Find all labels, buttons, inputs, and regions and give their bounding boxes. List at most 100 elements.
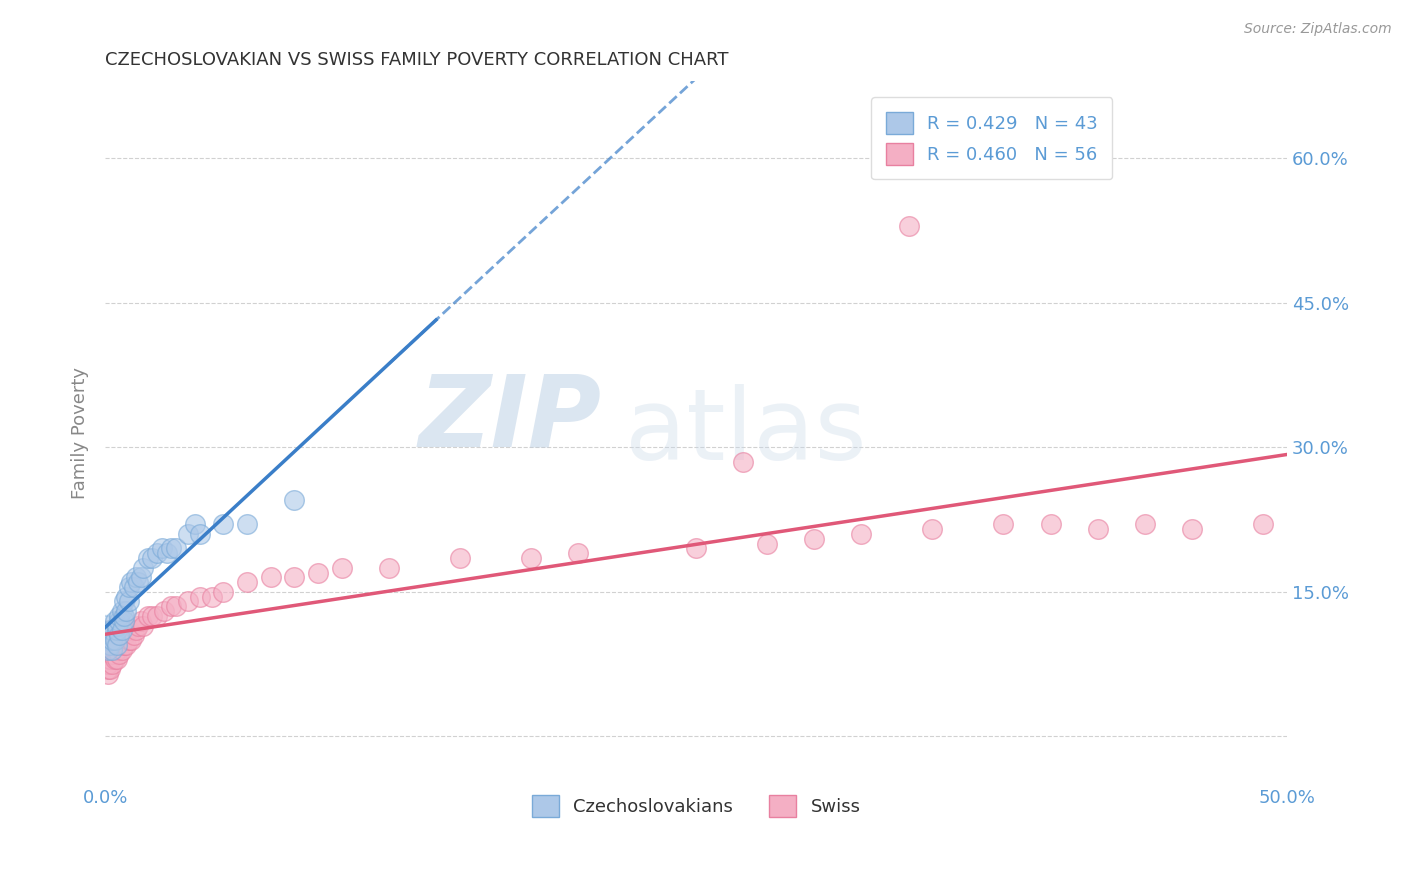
Point (97, 642, 120, 657)
Point (105, 638, 128, 652)
Point (177, 527, 200, 541)
Point (136, 551, 159, 566)
Point (111, 632, 134, 647)
Point (98, 638, 121, 652)
Point (200, 590, 222, 604)
Point (146, 608, 169, 623)
Point (112, 628, 135, 642)
Text: CZECHOSLOVAKIAN VS SWISS FAMILY POVERTY CORRELATION CHART: CZECHOSLOVAKIAN VS SWISS FAMILY POVERTY … (105, 51, 728, 69)
Legend: Czechoslovakians, Swiss: Czechoslovakians, Swiss (524, 789, 868, 824)
Point (118, 632, 141, 647)
Point (449, 551, 471, 566)
Point (104, 614, 127, 628)
Point (120, 575, 142, 590)
Point (97, 666, 120, 681)
Text: Source: ZipAtlas.com: Source: ZipAtlas.com (1244, 22, 1392, 37)
Point (118, 594, 141, 608)
Point (685, 541, 707, 556)
Point (851, 527, 873, 541)
Point (101, 632, 124, 647)
Point (105, 652, 128, 666)
Point (165, 599, 187, 614)
Point (283, 570, 305, 584)
Point (112, 638, 135, 652)
Point (97, 657, 120, 671)
Point (115, 604, 138, 618)
Point (1087, 522, 1109, 536)
Point (1133, 517, 1156, 532)
Point (108, 648, 131, 662)
Point (125, 570, 148, 584)
Point (94, 628, 117, 642)
Point (236, 575, 259, 590)
Point (97, 632, 120, 647)
Point (104, 632, 127, 647)
Y-axis label: Family Poverty: Family Poverty (72, 367, 89, 499)
Point (212, 584, 235, 599)
Point (129, 614, 152, 628)
Text: atlas: atlas (626, 384, 866, 482)
Point (921, 522, 943, 536)
Point (112, 608, 135, 623)
Point (165, 541, 187, 556)
Point (160, 599, 183, 614)
Point (567, 546, 589, 560)
Point (108, 638, 131, 652)
Point (98, 624, 121, 638)
Point (112, 594, 135, 608)
Point (259, 570, 281, 584)
Point (108, 608, 131, 623)
Point (141, 608, 163, 623)
Point (307, 566, 329, 580)
Point (803, 532, 825, 546)
Point (153, 604, 176, 618)
Point (101, 642, 124, 657)
Point (105, 618, 128, 632)
Point (105, 624, 128, 638)
Point (98, 662, 121, 676)
Point (94, 638, 117, 652)
Point (136, 608, 159, 623)
Point (98, 652, 121, 666)
Point (330, 560, 353, 574)
Point (111, 604, 134, 618)
Point (127, 575, 149, 590)
Point (97, 662, 120, 676)
Point (755, 536, 778, 550)
Point (104, 642, 127, 657)
Point (125, 624, 148, 638)
Point (122, 580, 145, 594)
Point (105, 642, 128, 657)
Point (1181, 522, 1204, 536)
Point (132, 618, 155, 632)
Point (184, 517, 207, 532)
Point (111, 624, 134, 638)
Point (115, 638, 138, 652)
Point (118, 624, 141, 638)
Point (188, 527, 211, 541)
Point (1039, 517, 1062, 532)
Point (150, 541, 173, 556)
Point (160, 541, 183, 556)
Point (101, 657, 124, 671)
Point (108, 628, 131, 642)
Point (177, 594, 200, 608)
Point (156, 546, 179, 560)
Point (111, 642, 134, 657)
Point (993, 517, 1015, 532)
Point (118, 580, 141, 594)
Point (132, 560, 155, 574)
Point (108, 614, 131, 628)
Point (283, 493, 305, 508)
Point (212, 517, 235, 532)
Point (127, 618, 149, 632)
Point (1251, 517, 1274, 532)
Point (519, 551, 541, 566)
Point (897, 219, 920, 233)
Text: ZIP: ZIP (419, 370, 602, 467)
Point (141, 551, 163, 566)
Point (104, 652, 127, 666)
Point (112, 614, 135, 628)
Point (146, 546, 169, 560)
Point (122, 628, 145, 642)
